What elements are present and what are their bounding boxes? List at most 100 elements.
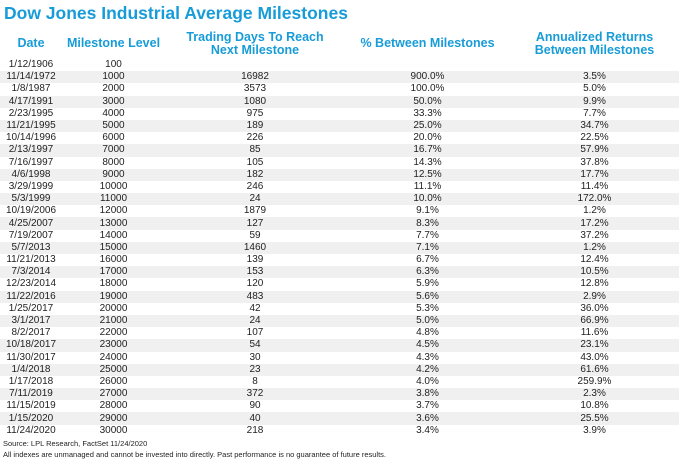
table-cell: 66.9% xyxy=(510,314,679,328)
table-cell: 30 xyxy=(249,351,261,363)
table-cell: 8/2/2017 xyxy=(11,327,51,339)
table-cell: 61.6% xyxy=(510,363,679,376)
table-cell: 1.2% xyxy=(510,241,679,254)
table-cell: 12/23/2014 xyxy=(5,278,57,290)
table-row: 1/8/1987 2000 3573 100.0% 5.0% xyxy=(0,83,679,95)
table-cell: 10000 xyxy=(99,180,128,192)
table-cell: 1/15/2020 xyxy=(0,412,62,425)
table-row: 12/23/2014 18000 120 5.9% 12.8% xyxy=(0,278,679,290)
col-header-date: Date xyxy=(17,36,45,51)
table-cell: 11000 xyxy=(62,193,165,206)
table-cell: 11.4% xyxy=(580,180,609,192)
table-cell: 18000 xyxy=(99,278,128,290)
table-cell: 15000 xyxy=(62,241,165,254)
table-cell: 12.4% xyxy=(580,254,609,266)
table-cell: 6.7% xyxy=(416,254,439,266)
table-cell: 5000 xyxy=(62,119,165,133)
table-row: 4/17/1991 3000 1080 50.0% 9.9% xyxy=(0,95,679,108)
table-cell: 259.9% xyxy=(577,375,612,387)
table-cell: 5.3% xyxy=(416,302,439,314)
table-cell: 4.2% xyxy=(345,363,510,376)
table-cell: 25000 xyxy=(62,363,165,376)
table-cell: 5.0% xyxy=(345,314,510,328)
table-cell: 3/29/1999 xyxy=(8,180,54,192)
table-cell: 25.5% xyxy=(510,412,679,425)
table-cell: 16000 xyxy=(99,254,128,266)
table-cell: 6000 xyxy=(102,132,125,144)
table-cell: 30000 xyxy=(99,424,128,436)
table-cell: 8 xyxy=(252,375,258,387)
table-cell: 4/25/2007 xyxy=(0,217,62,230)
table-row: 7/3/2014 17000 153 6.3% 10.5% xyxy=(0,266,679,279)
table-row: 11/21/2013 16000 139 6.7% 12.4% xyxy=(0,254,679,266)
table-row: 7/19/2007 14000 59 7.7% 37.2% xyxy=(0,230,679,242)
page-title: Dow Jones Industrial Average Milestones xyxy=(4,3,348,23)
table-cell: 4000 xyxy=(102,107,125,119)
table-cell: 1460 xyxy=(165,241,345,254)
table-cell: 105 xyxy=(246,156,264,168)
table-row: 5/3/1999 11000 24 10.0% 172.0% xyxy=(0,193,679,206)
table-cell: 90 xyxy=(249,400,261,412)
table-cell: 17.2% xyxy=(510,217,679,230)
table-row: 4/6/1998 9000 182 12.5% 17.7% xyxy=(0,168,679,181)
table-cell: 24 xyxy=(165,314,345,328)
table-cell: 22.5% xyxy=(580,132,609,144)
col-header-annualized-returns: Annualized Returns Between Milestones xyxy=(534,29,655,57)
table-row: 2/13/1997 7000 85 16.7% 57.9% xyxy=(0,144,679,157)
table-cell: 5/7/2013 xyxy=(0,241,62,254)
table-cell: 3573 xyxy=(243,83,267,95)
table-cell: 11/21/1995 xyxy=(0,119,62,133)
table-cell: 10/19/2006 xyxy=(5,205,57,217)
table-cell: 120 xyxy=(246,278,264,290)
table-cell: 12000 xyxy=(99,205,128,217)
table-cell: 13000 xyxy=(62,217,165,230)
table-cell: 37.2% xyxy=(580,229,609,241)
table-cell: 7/19/2007 xyxy=(8,229,54,241)
table-cell: 16982 xyxy=(165,71,345,84)
table-row: 10/14/1996 6000 226 20.0% 22.5% xyxy=(0,132,679,144)
table-cell: 4.8% xyxy=(416,327,439,339)
table-cell: 483 xyxy=(165,290,345,303)
table-cell: 1000 xyxy=(62,71,165,84)
table-row: 10/18/2017 23000 54 4.5% 23.1% xyxy=(0,339,679,352)
table-cell: 50.0% xyxy=(345,95,510,108)
table-row: 11/15/2019 28000 90 3.7% 10.8% xyxy=(0,400,679,412)
table-cell: 5/3/1999 xyxy=(0,193,62,206)
col-header-trading-days: Trading Days To Reach Next Milestone xyxy=(186,29,324,57)
table-cell: 23 xyxy=(165,363,345,376)
table-cell: 3.8% xyxy=(345,388,510,401)
table-cell: 27000 xyxy=(62,388,165,401)
table-cell: 189 xyxy=(165,119,345,133)
table-cell: 23.1% xyxy=(510,339,679,352)
table-cell: 4.5% xyxy=(345,339,510,352)
table-cell: 17.7% xyxy=(510,168,679,181)
table-cell: 218 xyxy=(246,424,264,436)
table-cell: 3/1/2017 xyxy=(0,314,62,328)
table-cell: 14.3% xyxy=(413,156,442,168)
table-cell: 10.8% xyxy=(580,400,609,412)
milestones-figure: Dow Jones Industrial Average Milestones … xyxy=(0,3,679,460)
table-cell: 7.1% xyxy=(345,241,510,254)
table-cell: 153 xyxy=(165,266,345,279)
table-row: 11/22/2016 19000 483 5.6% 2.9% xyxy=(0,290,679,303)
table-cell: 11/22/2016 xyxy=(0,290,62,303)
table-row: 3/29/1999 10000 246 11.1% 11.4% xyxy=(0,181,679,193)
table-cell: 172.0% xyxy=(510,193,679,206)
table-row: 1/12/1906 100 xyxy=(0,59,679,71)
table-cell: 10/18/2017 xyxy=(0,339,62,352)
table-cell: 57.9% xyxy=(510,144,679,157)
table-cell: 85 xyxy=(165,144,345,157)
table-cell: 3000 xyxy=(62,95,165,108)
table-cell: 7.7% xyxy=(416,229,439,241)
table-body: 1/12/1906 100 11/14/1972 1000 16982 900.0% 3.5… xyxy=(0,59,679,437)
table-cell: 1/8/1987 xyxy=(11,83,51,95)
table-cell: 100.0% xyxy=(410,83,445,95)
table-cell: 8.3% xyxy=(345,217,510,230)
table-row: 1/17/2018 26000 8 4.0% 259.9% xyxy=(0,376,679,388)
table-cell: 28000 xyxy=(99,400,128,412)
table-cell: 36.0% xyxy=(580,302,609,314)
table-cell: 4/6/1998 xyxy=(0,168,62,181)
milestones-table: Date Milestone Level Trading Days To Rea… xyxy=(0,29,679,437)
table-cell: 40 xyxy=(165,412,345,425)
table-cell: 11/24/2020 xyxy=(6,424,56,436)
